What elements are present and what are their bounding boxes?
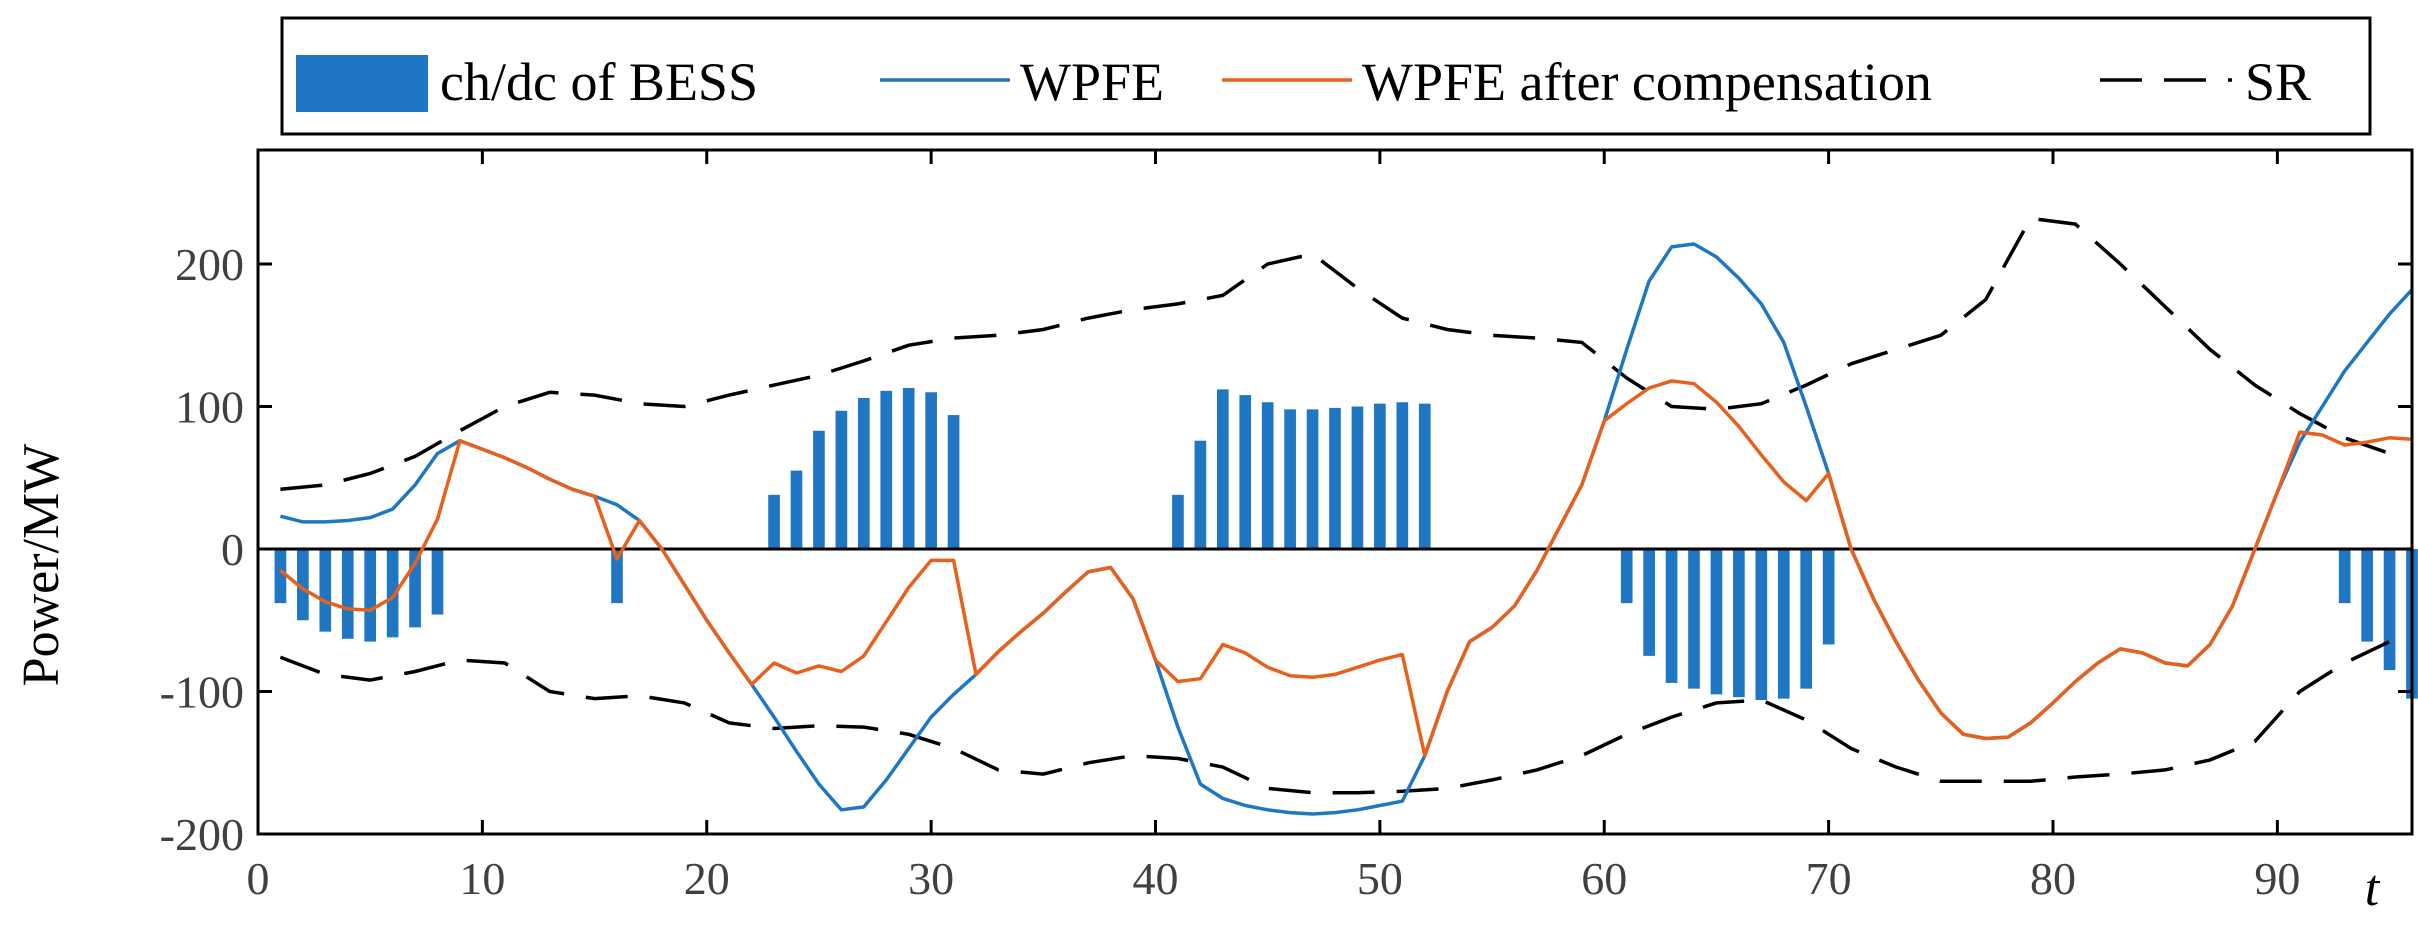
- bess-bar: [1172, 494, 1184, 549]
- y-tick-label: -200: [160, 809, 244, 860]
- bess-bar: [768, 494, 780, 549]
- bess-bar: [1665, 549, 1678, 683]
- legend-label-sr: SR: [2245, 52, 2311, 112]
- bess-bar: [1755, 549, 1768, 701]
- bess-bar: [1329, 407, 1341, 549]
- bess-bar: [1800, 549, 1813, 689]
- bess-bar: [2338, 549, 2351, 604]
- bess-bar: [790, 470, 803, 549]
- x-axis-ticks: 0 10 20 30 40 50 60 70 80 90: [247, 150, 2300, 904]
- bess-bar: [2383, 549, 2396, 671]
- y-axis-label: Power/MW: [13, 444, 70, 687]
- bess-bar: [297, 549, 309, 621]
- bess-bar: [1418, 403, 1431, 549]
- y-tick-label: -100: [160, 667, 244, 718]
- x-axis-label: t: [2365, 860, 2381, 917]
- x-tick-label: 60: [1581, 853, 1627, 904]
- x-tick-label: 70: [1806, 853, 1852, 904]
- x-tick-label: 0: [247, 853, 270, 904]
- bess-bar: [1351, 406, 1364, 549]
- bess-bar: [274, 549, 287, 604]
- legend-box: [280, 16, 2372, 136]
- y-tick-label: 200: [175, 239, 244, 290]
- x-tick-label: 20: [684, 853, 730, 904]
- legend-swatch-bess: [296, 55, 428, 112]
- bess-bar: [1306, 409, 1319, 549]
- bess-bar: [409, 549, 421, 628]
- bess-bar: [880, 390, 893, 549]
- bess-bar: [611, 549, 623, 604]
- bess-bar: [341, 549, 354, 639]
- bess-bar: [857, 397, 870, 549]
- bess-bar: [1216, 389, 1229, 549]
- y-axis-ticks: -200 -100 0 100 200: [160, 239, 2412, 860]
- sr-lower-line: [279, 640, 2391, 795]
- legend-label-wpfe-after: WPFE after compensation: [1362, 52, 1932, 112]
- bess-bar: [1194, 440, 1207, 549]
- bess-bar: [386, 549, 399, 638]
- bess-bar: [431, 549, 444, 615]
- bess-bar: [319, 549, 332, 632]
- x-tick-label: 40: [1133, 853, 1179, 904]
- bess-bar: [947, 415, 960, 549]
- bess-bar: [364, 549, 377, 642]
- x-tick-label: 30: [908, 853, 954, 904]
- y-tick-label: 100: [175, 382, 244, 433]
- bess-bar: [902, 387, 915, 549]
- sr-series: [279, 216, 2391, 795]
- bess-bar: [1733, 549, 1745, 698]
- x-tick-label: 10: [459, 853, 505, 904]
- wpfe-after-compensation-line: [279, 379, 2413, 758]
- bess-bar: [813, 430, 825, 549]
- x-tick-label: 80: [2030, 853, 2076, 904]
- legend-label-bess: ch/dc of BESS: [440, 52, 758, 112]
- bess-bar: [1374, 403, 1386, 549]
- bess-bar: [925, 392, 937, 549]
- bess-bar: [1396, 402, 1409, 549]
- bess-bar: [1620, 549, 1633, 604]
- bess-bar: [2361, 549, 2373, 642]
- bess-bar: [1643, 549, 1655, 656]
- bess-bar: [1284, 409, 1296, 549]
- legend-label-wpfe: WPFE: [1020, 52, 1164, 112]
- bess-bar: [1688, 549, 1700, 689]
- plot-frame: [256, 148, 2414, 836]
- sr-upper-line: [280, 216, 2391, 491]
- y-tick-label: 0: [221, 524, 244, 575]
- legend: ch/dc of BESS WPFE WPFE after compensati…: [280, 16, 2372, 136]
- bess-bar: [835, 410, 848, 549]
- bess-bar: [1710, 549, 1723, 695]
- bess-bar: [1777, 549, 1790, 699]
- x-tick-label: 50: [1357, 853, 1403, 904]
- bess-bar: [1239, 395, 1252, 549]
- bess-bar: [1822, 549, 1835, 645]
- x-tick-label: 90: [2254, 853, 2300, 904]
- bess-bar: [1261, 402, 1274, 549]
